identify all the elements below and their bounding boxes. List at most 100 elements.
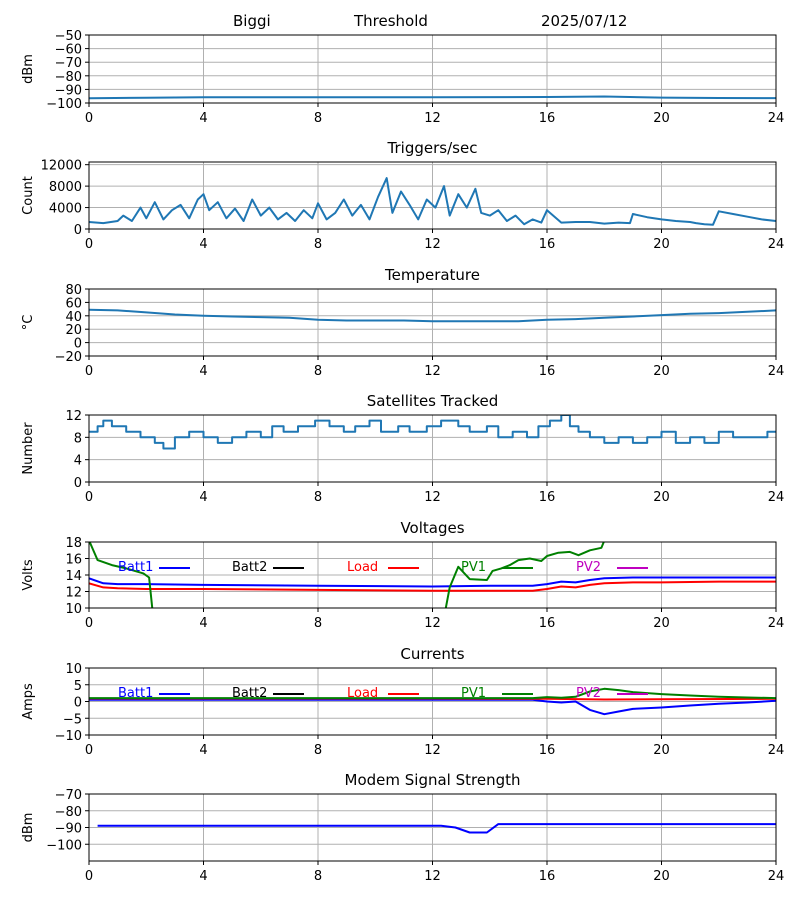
x-tick-label: 4 <box>199 111 207 126</box>
x-tick-label: 16 <box>539 616 556 631</box>
chart-title: Modem Signal Strength <box>345 771 521 789</box>
y-axis-label: °C <box>21 315 36 331</box>
x-tick-label: 24 <box>768 743 785 758</box>
y-tick-label: −20 <box>55 350 82 365</box>
x-tick-label: 24 <box>768 490 785 505</box>
legend-label-batt2: Batt2 <box>232 686 267 701</box>
x-tick-label: 16 <box>539 111 556 126</box>
x-tick-label: 12 <box>424 364 441 379</box>
x-tick-label: 8 <box>314 111 322 126</box>
legend-label-pv1: PV1 <box>461 560 486 575</box>
y-tick-label: 8 <box>74 431 82 446</box>
y-tick-label: −50 <box>55 29 82 44</box>
x-tick-label: 4 <box>199 364 207 379</box>
chart-title: Voltages <box>400 519 464 537</box>
x-tick-label: 16 <box>539 364 556 379</box>
station-name: Biggi <box>233 12 271 30</box>
x-tick-label: 4 <box>199 490 207 505</box>
chart-title: Temperature <box>384 266 480 284</box>
x-tick-label: 20 <box>653 490 670 505</box>
x-tick-label: 16 <box>539 490 556 505</box>
y-axis-label: Amps <box>21 683 36 720</box>
chart-title: Satellites Tracked <box>367 392 498 410</box>
x-tick-label: 8 <box>314 490 322 505</box>
y-tick-label: 0 <box>74 337 82 352</box>
x-tick-label: 20 <box>653 237 670 252</box>
x-tick-label: 8 <box>314 616 322 631</box>
y-tick-label: 5 <box>74 679 82 694</box>
x-tick-label: 24 <box>768 616 785 631</box>
y-tick-label: 0 <box>74 223 82 238</box>
x-tick-label: 24 <box>768 111 785 126</box>
x-tick-label: 0 <box>85 111 93 126</box>
y-axis-label: dBm <box>21 54 36 84</box>
y-tick-label: 20 <box>65 323 82 338</box>
x-tick-label: 8 <box>314 237 322 252</box>
y-tick-label: −90 <box>55 822 82 837</box>
x-tick-label: 8 <box>314 869 322 884</box>
series-line-pv1 <box>89 687 776 700</box>
series-line <box>89 177 776 226</box>
y-tick-label: −10 <box>55 729 82 744</box>
y-axis-label: dBm <box>21 813 36 843</box>
x-tick-label: 4 <box>199 743 207 758</box>
y-tick-label: 40 <box>65 310 82 325</box>
x-tick-label: 24 <box>768 869 785 884</box>
x-tick-label: 12 <box>424 111 441 126</box>
x-tick-label: 8 <box>314 364 322 379</box>
x-tick-label: 20 <box>653 869 670 884</box>
x-tick-label: 12 <box>424 616 441 631</box>
x-tick-label: 0 <box>85 490 93 505</box>
y-tick-label: 12 <box>65 409 82 424</box>
chart-modem: 0 4 8 12 16 20 24 −100−90 −80 −70 dBm Modem Signal … <box>21 771 784 884</box>
date-label: 2025/07/12 <box>541 12 628 30</box>
series-line-batt1 <box>89 576 776 588</box>
y-tick-label: 18 <box>65 536 82 551</box>
x-tick-label: 0 <box>85 869 93 884</box>
x-tick-label: 12 <box>424 869 441 884</box>
x-tick-label: 20 <box>653 364 670 379</box>
series-line <box>89 95 776 100</box>
y-tick-label: −100 <box>46 97 82 112</box>
x-tick-label: 4 <box>199 616 207 631</box>
chart-threshold: 0 4 8 12 16 20 24 −100−90−80−70−60−50 dBm <box>21 29 784 126</box>
x-tick-label: 4 <box>199 237 207 252</box>
y-tick-label: 60 <box>65 296 82 311</box>
legend-label-pv2: PV2 <box>576 560 601 575</box>
series-line <box>89 415 776 450</box>
y-tick-label: 80 <box>65 283 82 298</box>
y-tick-label: −5 <box>63 712 82 727</box>
y-tick-label: −80 <box>55 805 82 820</box>
chart-title: Triggers/sec <box>387 139 478 157</box>
chart-triggers: 0 4 8 12 16 20 24 0 4000 8000 12000 Count Triggers/s… <box>21 139 784 252</box>
chart-title: Currents <box>400 645 464 663</box>
x-tick-label: 16 <box>539 743 556 758</box>
x-tick-label: 20 <box>653 743 670 758</box>
x-tick-label: 12 <box>424 490 441 505</box>
x-tick-label: 24 <box>768 364 785 379</box>
y-tick-label: 4000 <box>49 202 82 217</box>
y-tick-label: 0 <box>74 696 82 711</box>
x-tick-label: 0 <box>85 616 93 631</box>
series-line <box>89 308 776 323</box>
x-tick-label: 12 <box>424 743 441 758</box>
mode-label: Threshold <box>354 12 428 30</box>
x-tick-label: 16 <box>539 869 556 884</box>
y-tick-label: 16 <box>65 553 82 568</box>
y-tick-label: 12000 <box>41 159 82 174</box>
legend-label-pv2: PV2 <box>576 686 601 701</box>
x-tick-label: 20 <box>653 111 670 126</box>
y-tick-label: 4 <box>74 454 82 469</box>
x-tick-label: 12 <box>424 237 441 252</box>
x-tick-label: 4 <box>199 869 207 884</box>
legend-label-batt1: Batt1 <box>118 560 153 575</box>
y-tick-label: 10 <box>65 602 82 617</box>
x-tick-label: 16 <box>539 237 556 252</box>
x-tick-label: 24 <box>768 237 785 252</box>
legend-label-pv1: PV1 <box>461 686 486 701</box>
x-tick-label: 0 <box>85 364 93 379</box>
